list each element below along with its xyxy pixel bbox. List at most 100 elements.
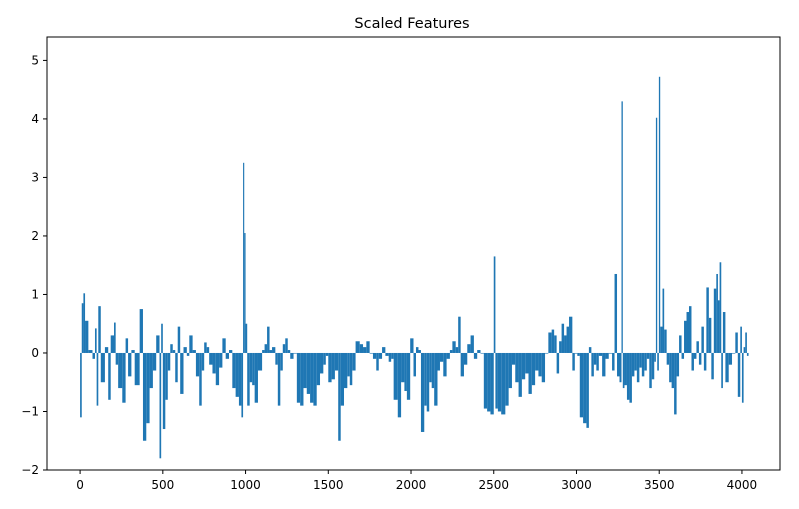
bar	[577, 352, 580, 356]
bar	[81, 303, 84, 353]
bar	[701, 326, 704, 353]
bar	[551, 329, 555, 353]
bar	[118, 352, 123, 389]
bar	[372, 352, 377, 359]
bar	[189, 335, 193, 353]
bar	[535, 352, 539, 371]
bar	[657, 352, 659, 371]
y-tick-label: −2	[21, 463, 39, 477]
chart-title: Scaled Features	[354, 16, 469, 32]
bar	[703, 352, 707, 371]
bar	[431, 352, 435, 389]
bar	[608, 352, 613, 354]
bar	[508, 352, 512, 389]
bar	[684, 320, 687, 353]
bar	[88, 350, 93, 353]
bar	[473, 352, 478, 359]
bar	[666, 352, 670, 365]
bar	[201, 352, 205, 371]
bar	[285, 338, 288, 353]
bar	[225, 352, 230, 359]
bar	[328, 352, 332, 383]
bar	[162, 352, 166, 430]
bar	[344, 352, 348, 389]
bar	[574, 352, 578, 354]
bar	[671, 352, 675, 389]
bar	[235, 352, 239, 397]
bar	[219, 352, 223, 368]
bar	[331, 352, 335, 380]
bar	[669, 352, 672, 383]
bar	[316, 352, 321, 386]
bar	[269, 350, 273, 353]
bar	[287, 350, 291, 353]
bar	[296, 352, 301, 403]
bar	[515, 352, 519, 383]
bar	[626, 352, 630, 400]
bar	[722, 312, 726, 353]
bar	[467, 344, 471, 353]
bar	[737, 352, 741, 397]
bar	[413, 352, 416, 377]
bar	[115, 352, 119, 365]
bar	[139, 309, 143, 353]
bar	[131, 350, 135, 353]
bar	[426, 352, 430, 412]
bar	[366, 341, 370, 353]
bar	[566, 326, 570, 353]
bar	[122, 352, 126, 403]
bar	[602, 352, 606, 377]
bar	[277, 352, 281, 406]
bar	[352, 352, 356, 371]
bar	[559, 341, 562, 353]
bar	[538, 352, 542, 377]
plot-frame	[46, 36, 781, 471]
bar	[443, 352, 447, 377]
bar	[363, 347, 367, 353]
bar	[649, 352, 652, 389]
bar	[199, 352, 202, 406]
bar	[404, 352, 407, 392]
bar	[206, 347, 210, 353]
bar	[691, 352, 694, 371]
bar	[624, 352, 627, 386]
bar	[401, 352, 405, 383]
bar	[434, 352, 438, 406]
bar	[518, 352, 522, 397]
bar	[579, 352, 584, 418]
bar	[470, 335, 474, 353]
bar	[212, 352, 216, 374]
bar	[596, 352, 599, 371]
bar	[439, 352, 444, 362]
x-axis: 0 500 1000 1500 2000 2500 3000 3500 4000	[76, 470, 757, 492]
bar	[349, 352, 353, 386]
bar	[593, 352, 597, 365]
bar	[511, 352, 516, 365]
bar	[415, 347, 419, 353]
bar	[746, 352, 749, 356]
bar	[554, 335, 557, 353]
bar	[110, 335, 115, 353]
bar	[347, 352, 350, 377]
bar	[290, 352, 294, 359]
bar	[165, 352, 168, 400]
bar	[458, 316, 461, 353]
bar	[741, 352, 744, 403]
bar	[655, 117, 658, 353]
bar	[740, 326, 742, 353]
bar	[125, 338, 129, 353]
bar	[493, 256, 496, 353]
bar	[619, 352, 622, 383]
bar	[382, 347, 386, 353]
bar	[161, 323, 163, 353]
bar	[170, 344, 173, 353]
bar	[275, 352, 278, 365]
bar	[177, 326, 181, 353]
bar	[452, 341, 456, 353]
bar	[156, 335, 160, 353]
bar	[325, 352, 329, 356]
bar	[108, 352, 111, 400]
bar	[245, 323, 248, 353]
bar	[114, 322, 116, 353]
